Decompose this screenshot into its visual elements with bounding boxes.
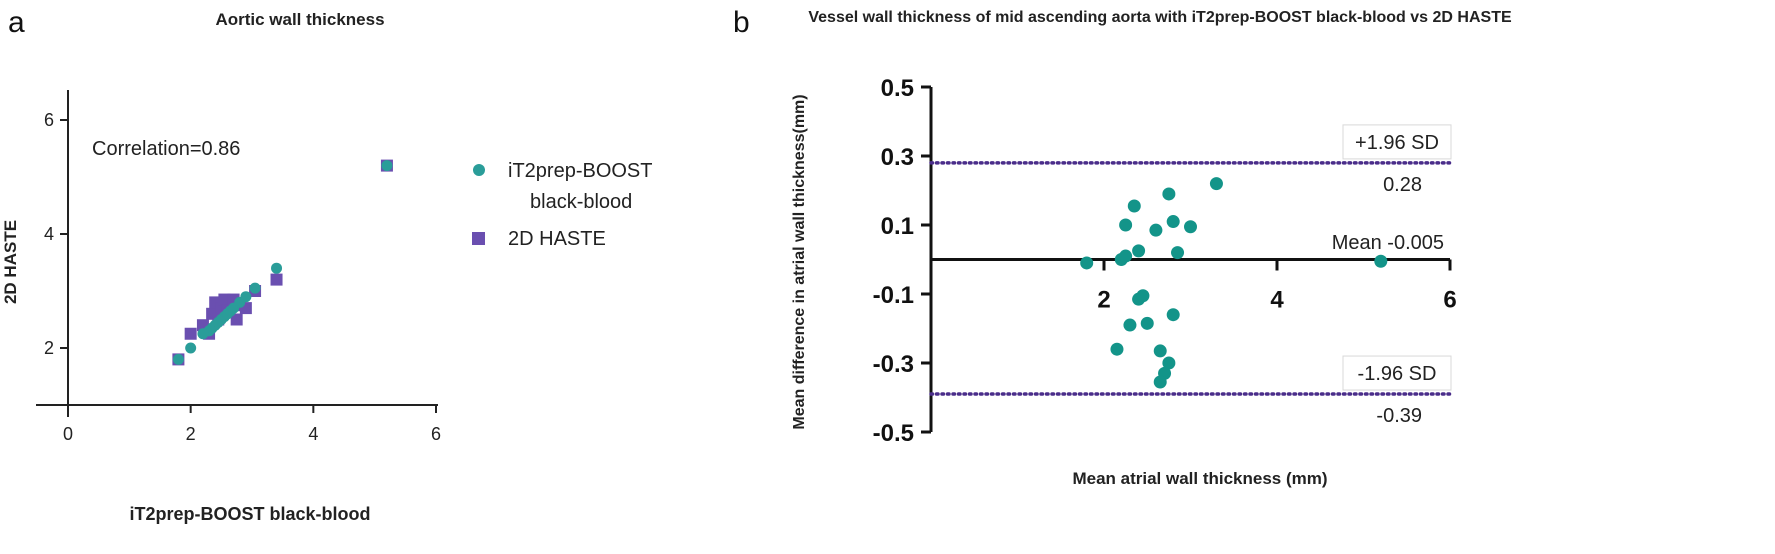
panel-b-point bbox=[1166, 308, 1180, 322]
panel-a-point-it2prep-boost bbox=[271, 262, 283, 274]
panel-a-y-tick-label: 2 bbox=[44, 338, 54, 358]
panel-b-sd-label: +1.96 SD bbox=[1355, 132, 1439, 154]
panel-a-x-tick-label: 6 bbox=[431, 424, 441, 444]
panel-a-point-it2prep-boost bbox=[240, 291, 252, 303]
panel-a-point-2d-haste bbox=[218, 293, 231, 306]
panel-b-point bbox=[1149, 223, 1163, 237]
panel-b-point bbox=[1153, 375, 1167, 389]
panel-a-correlation: Correlation=0.86 bbox=[92, 138, 240, 160]
panel-a-xlabel: iT2prep-BOOST black-blood bbox=[129, 504, 370, 524]
panel-b-x-tick-label: 4 bbox=[1270, 287, 1284, 314]
panel-b-point bbox=[1132, 244, 1146, 258]
panel-a-point-it2prep-boost bbox=[172, 353, 184, 365]
panel-a-point-2d-haste bbox=[184, 327, 197, 340]
panel-a-point-2d-haste bbox=[270, 273, 283, 286]
panel-b-point bbox=[1119, 249, 1133, 263]
panel-a-x-tick-label: 2 bbox=[186, 424, 196, 444]
panel-b-y-tick-label: 0.5 bbox=[881, 75, 914, 102]
panel-b-x-tick-label: 2 bbox=[1097, 287, 1110, 314]
panel-b-mean-label: Mean -0.005 bbox=[1332, 232, 1444, 254]
panel-a-legend-label-it2prep-boost: black-blood bbox=[530, 191, 632, 213]
panel-b-point bbox=[1110, 342, 1124, 356]
panel-a-legend-label-it2prep-boost: iT2prep-BOOST bbox=[508, 160, 652, 182]
panel-b-axes: 0.5 0.3 0.1 -0.1 -0.3 -0.5 2 4 6 bbox=[873, 75, 1457, 447]
panel-b-label: b bbox=[733, 6, 750, 39]
panel-b-point bbox=[1153, 344, 1167, 358]
panel-a-label: a bbox=[8, 6, 25, 39]
panel-b-point bbox=[1119, 218, 1133, 232]
panel-a-y-tick-label: 4 bbox=[44, 224, 54, 244]
panel-b-points bbox=[1080, 177, 1388, 389]
panel-a-point-it2prep-boost bbox=[249, 282, 261, 294]
panel-b-title: Vessel wall thickness of mid ascending a… bbox=[808, 9, 1512, 26]
panel-b-point bbox=[1162, 187, 1176, 201]
panel-a-y-tick-label: 6 bbox=[44, 110, 54, 130]
panel-b-y-tick-label: -0.5 bbox=[873, 420, 914, 447]
panel-b-sd-value-label: 0.28 bbox=[1383, 174, 1422, 196]
panel-b-reference-lines: +1.96 SD 0.28 Mean -0.005 -1.96 SD -0.39 bbox=[929, 124, 1452, 427]
panel-a-legend-marker-square bbox=[472, 232, 485, 245]
panel-a-point-2d-haste bbox=[230, 313, 243, 326]
panel-a-x-tick-label: 4 bbox=[308, 424, 318, 444]
panel-b: b Vessel wall thickness of mid ascending… bbox=[733, 6, 1512, 488]
panel-a-x-tick-label: 0 bbox=[63, 424, 73, 444]
panel-b-ylabel: Mean difference in atrial wall thickness… bbox=[791, 94, 808, 429]
panel-b-point bbox=[1162, 356, 1176, 370]
panel-a: a Aortic wall thickness Correlation=0.86… bbox=[1, 6, 652, 524]
panel-b-point bbox=[1374, 254, 1388, 268]
panel-b-point bbox=[1127, 199, 1141, 213]
panel-a-title: Aortic wall thickness bbox=[215, 10, 384, 29]
panel-b-y-tick-label: 0.1 bbox=[881, 213, 914, 240]
panel-b-y-tick-label: -0.3 bbox=[873, 351, 914, 378]
panel-b-x-tick-label: 6 bbox=[1443, 287, 1456, 314]
panel-a-legend-marker-circle bbox=[473, 164, 485, 176]
panel-a-legend-label-2d-haste: 2D HASTE bbox=[508, 228, 606, 250]
panel-b-sd-label: -1.96 SD bbox=[1358, 363, 1437, 385]
panel-b-point bbox=[1171, 246, 1185, 260]
panel-b-xlabel: Mean atrial wall thickness (mm) bbox=[1072, 469, 1327, 488]
panel-b-point bbox=[1136, 289, 1150, 303]
panel-b-y-tick-label: 0.3 bbox=[881, 144, 914, 171]
panel-a-point-it2prep-boost bbox=[381, 160, 393, 172]
panel-b-sd-label-box bbox=[1342, 124, 1452, 160]
panel-b-point bbox=[1123, 318, 1137, 332]
panel-b-point bbox=[1209, 177, 1223, 191]
panel-b-point bbox=[1166, 215, 1180, 229]
panel-a-axes: 0 2 4 6 2 4 6 bbox=[36, 90, 441, 444]
panel-b-point bbox=[1184, 220, 1197, 234]
panel-b-y-tick-label: -0.1 bbox=[873, 282, 914, 309]
panel-b-point bbox=[1080, 256, 1094, 270]
panel-a-ylabel: 2D HASTE bbox=[1, 220, 20, 304]
panel-a-legend: iT2prep-BOOST black-blood 2D HASTE bbox=[472, 160, 652, 250]
panel-b-sd-value-label: -0.39 bbox=[1376, 405, 1422, 427]
panel-a-point-it2prep-boost bbox=[185, 342, 197, 354]
panel-b-sd-label-box bbox=[1342, 355, 1452, 391]
panel-a-points bbox=[172, 159, 393, 366]
panel-b-point bbox=[1140, 316, 1154, 330]
